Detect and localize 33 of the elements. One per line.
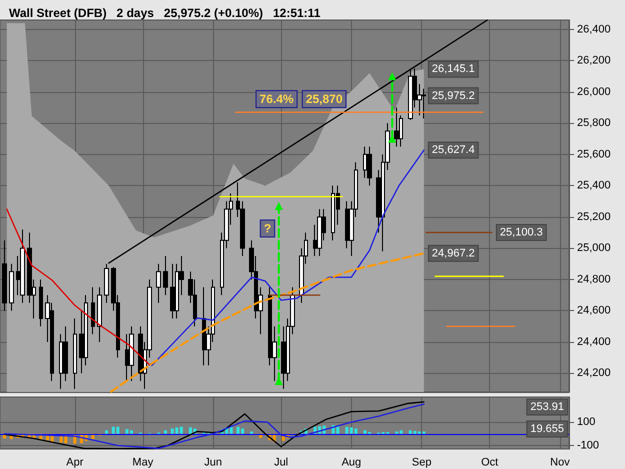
y-tick-label: 24,600 <box>577 304 611 317</box>
annotation: 25,975.2 <box>432 90 475 102</box>
annotation: 24,967.2 <box>432 247 475 260</box>
x-tick-label: Nov <box>550 456 570 468</box>
y-tick-label: 100 <box>577 416 596 428</box>
annotation: ? <box>264 222 272 236</box>
x-tick-label: Oct <box>481 456 498 468</box>
annotation: 26,145.1 <box>432 63 475 76</box>
y-tick-label: 25,000 <box>577 242 611 254</box>
x-tick-label: May <box>132 456 154 468</box>
annotation: 253.91 <box>530 401 564 413</box>
y-tick-label: 25,200 <box>577 210 611 223</box>
y-tick-label: 26,000 <box>577 86 611 98</box>
annotation: 25,870 <box>306 92 343 106</box>
x-tick-label: Jun <box>204 456 222 468</box>
y-tick-label: 26,400 <box>577 23 611 36</box>
x-tick-label: Apr <box>66 456 84 468</box>
y-tick-label: 25,400 <box>577 180 611 192</box>
x-tick-label: Sep <box>412 456 432 468</box>
annotation: 25,100.3 <box>500 226 543 239</box>
annotation: 25,627.4 <box>432 144 475 156</box>
y-tick-label: 24,400 <box>577 336 611 348</box>
x-tick-label: Aug <box>342 456 362 468</box>
y-tick-label: 26,200 <box>577 54 611 67</box>
chart-title: Wall Street (DFB) 2 days 25,975.2 (+0.10%) 12:51:11 <box>9 6 321 20</box>
annotation: 19.655 <box>530 423 564 435</box>
annotation: 76.4% <box>260 92 294 106</box>
y-tick-label: 25,800 <box>577 117 611 130</box>
y-tick-label: -100 <box>577 439 600 452</box>
y-tick-label: 24,800 <box>577 273 611 286</box>
x-tick-label: Jul <box>274 456 288 468</box>
y-tick-label: 25,600 <box>577 148 611 160</box>
y-tick-label: 24,200 <box>577 367 611 380</box>
